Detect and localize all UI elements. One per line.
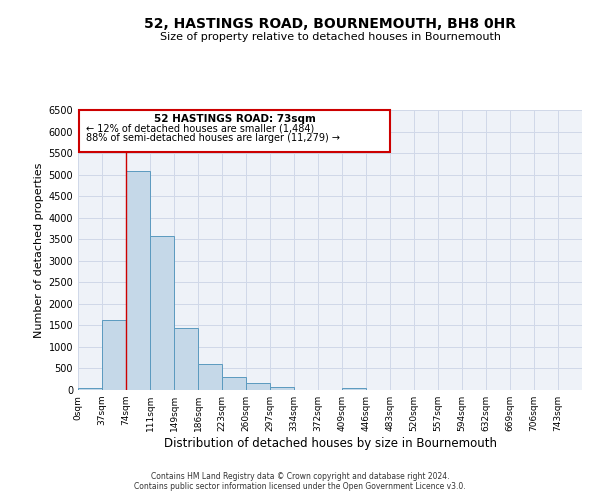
FancyBboxPatch shape bbox=[79, 110, 390, 152]
Bar bbox=[102, 320, 126, 390]
Bar bbox=[198, 364, 222, 390]
Bar bbox=[270, 387, 294, 390]
Bar bbox=[150, 236, 174, 390]
Bar bbox=[78, 388, 102, 390]
Text: 52 HASTINGS ROAD: 73sqm: 52 HASTINGS ROAD: 73sqm bbox=[154, 114, 316, 124]
Text: Contains public sector information licensed under the Open Government Licence v3: Contains public sector information licen… bbox=[134, 482, 466, 491]
Text: Size of property relative to detached houses in Bournemouth: Size of property relative to detached ho… bbox=[160, 32, 500, 42]
Y-axis label: Number of detached properties: Number of detached properties bbox=[34, 162, 44, 338]
X-axis label: Distribution of detached houses by size in Bournemouth: Distribution of detached houses by size … bbox=[163, 437, 497, 450]
Text: 52, HASTINGS ROAD, BOURNEMOUTH, BH8 0HR: 52, HASTINGS ROAD, BOURNEMOUTH, BH8 0HR bbox=[144, 18, 516, 32]
Text: ← 12% of detached houses are smaller (1,484): ← 12% of detached houses are smaller (1,… bbox=[86, 124, 314, 134]
Bar bbox=[222, 377, 246, 390]
Bar bbox=[342, 388, 366, 390]
Bar bbox=[174, 328, 198, 390]
Text: Contains HM Land Registry data © Crown copyright and database right 2024.: Contains HM Land Registry data © Crown c… bbox=[151, 472, 449, 481]
Bar bbox=[126, 171, 150, 390]
Bar bbox=[246, 384, 270, 390]
Text: 88% of semi-detached houses are larger (11,279) →: 88% of semi-detached houses are larger (… bbox=[86, 134, 340, 143]
